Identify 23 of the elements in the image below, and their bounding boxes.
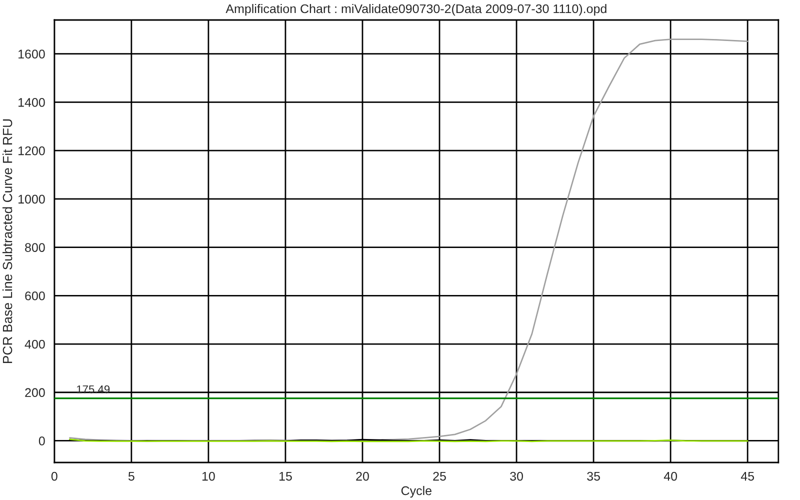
x-tick-label: 5 bbox=[128, 472, 134, 481]
y-tick-label: 0 bbox=[38, 436, 45, 446]
x-tick-label: 35 bbox=[587, 472, 600, 481]
x-tick-label: 0 bbox=[51, 472, 58, 481]
y-axis-title: PCR Base Line Subtracted Curve Fit RFU bbox=[2, 119, 12, 363]
y-tick-label: 1000 bbox=[18, 194, 45, 204]
x-tick-label: 10 bbox=[202, 472, 215, 481]
y-tick-label: 200 bbox=[25, 388, 45, 398]
x-tick-label: 40 bbox=[664, 472, 678, 481]
x-tick-label: 45 bbox=[740, 472, 754, 481]
x-tick-label: 20 bbox=[356, 472, 369, 481]
x-tick-label: 15 bbox=[279, 472, 292, 481]
x-axis-title: Cycle bbox=[401, 486, 432, 498]
y-tick-label: 1200 bbox=[18, 146, 45, 156]
y-tick-label: 400 bbox=[24, 340, 45, 349]
y-tick-label: 800 bbox=[25, 243, 45, 252]
y-tick-label: 1600 bbox=[18, 50, 45, 59]
ref-line-label: 175.49 bbox=[76, 385, 110, 394]
y-tick-label: 1400 bbox=[18, 98, 45, 107]
x-tick-label: 25 bbox=[433, 472, 446, 481]
chart-title: Amplification Chart : miValidate090730-2(Data 2009-07-30 1110).opd bbox=[226, 4, 606, 16]
y-tick-label: 600 bbox=[25, 291, 45, 300]
x-tick-label: 30 bbox=[510, 472, 523, 481]
